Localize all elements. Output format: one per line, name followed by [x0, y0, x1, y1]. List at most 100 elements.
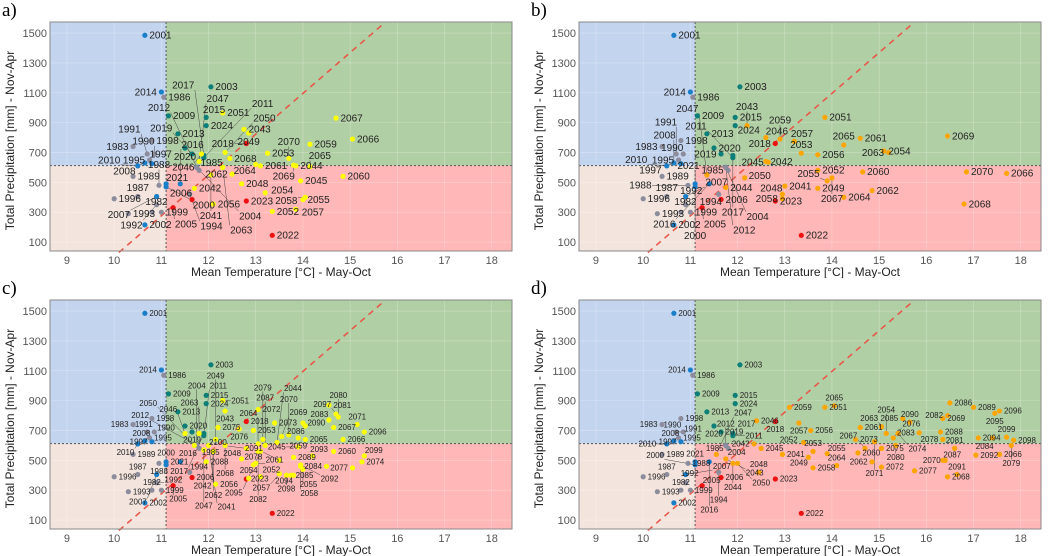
- point-label-2068: 2068: [234, 154, 257, 165]
- point-label-1991: 1991: [118, 124, 141, 135]
- leader-line-2069: [281, 416, 290, 437]
- data-point-2081: [952, 445, 958, 451]
- point-label-1994: 1994: [700, 197, 723, 208]
- point-label-2000: 2000: [157, 449, 175, 458]
- point-label-2008: 2008: [661, 429, 679, 438]
- data-point-2047: [196, 158, 202, 165]
- leader-line-2046: [177, 413, 186, 434]
- point-label-2078: 2078: [921, 435, 939, 444]
- data-points: [111, 32, 356, 238]
- panel-d: 9 10 11 12 13 14 15 16 17 18 100 300 500 700 900 1100 13…: [529, 278, 1059, 556]
- point-label-2095: 2095: [225, 488, 243, 497]
- x-tick-label: 18: [486, 533, 498, 545]
- point-label-1991: 1991: [684, 425, 702, 434]
- y-tick-label: 500: [558, 177, 576, 189]
- reference-trend-line: [118, 21, 387, 254]
- point-label-1985: 1985: [200, 158, 223, 169]
- point-label-1989: 1989: [138, 172, 161, 183]
- point-label-2022: 2022: [806, 231, 829, 242]
- point-label-2046: 2046: [159, 405, 177, 414]
- point-label-2012: 2012: [733, 225, 756, 236]
- leader-line-2010: [120, 164, 138, 167]
- y-tick-label: 900: [558, 118, 576, 130]
- data-point-2097: [333, 411, 339, 417]
- point-label-2048: 2048: [760, 183, 783, 194]
- plot-border: [49, 21, 513, 252]
- point-label-2064: 2064: [234, 166, 257, 177]
- point-label-2046: 2046: [766, 127, 789, 138]
- quadrant-dry-warm: [166, 165, 512, 251]
- data-point-2002: [671, 500, 677, 506]
- point-label-2004: 2004: [188, 381, 206, 390]
- data-point-2059: [295, 435, 301, 441]
- data-point-2044: [274, 439, 280, 446]
- data-point-2055: [824, 451, 830, 457]
- data-point-2051: [822, 114, 828, 120]
- y-tick-label: 1500: [552, 28, 576, 40]
- point-label-2003: 2003: [744, 360, 762, 369]
- point-label-2047: 2047: [734, 409, 752, 418]
- data-point-2093: [309, 453, 315, 459]
- data-point-2063: [220, 164, 226, 171]
- data-point-1983: [130, 421, 136, 428]
- data-point-2008: [671, 160, 677, 166]
- point-label-1992: 1992: [680, 186, 703, 197]
- point-label-2088: 2088: [945, 428, 963, 437]
- x-tick-label: 16: [920, 533, 932, 545]
- data-point-2053: [810, 448, 816, 454]
- y-tick-label: 500: [29, 455, 47, 467]
- leader-line-2004: [725, 167, 747, 212]
- point-label-2024: 2024: [738, 125, 761, 136]
- point-label-1995: 1995: [652, 155, 675, 166]
- data-point-1988: [685, 460, 691, 466]
- quadrant-wet-warm: [166, 300, 512, 444]
- point-label-2013: 2013: [711, 407, 729, 416]
- point-label-2073: 2073: [860, 435, 878, 444]
- data-point-1982: [149, 487, 155, 493]
- data-point-1998: [149, 137, 155, 144]
- data-point-2074: [359, 459, 365, 465]
- x-tick-label: 12: [202, 255, 214, 267]
- data-point-2074: [895, 430, 901, 437]
- point-label-1993: 1993: [133, 209, 156, 220]
- data-point-2082: [944, 412, 951, 419]
- data-point-2062: [869, 459, 875, 465]
- data-point-2059: [777, 136, 783, 142]
- point-label-2052: 2052: [277, 207, 300, 218]
- x-tick-label: 10: [108, 533, 120, 545]
- quadrant-dry-warm: [695, 443, 1041, 529]
- data-point-2057: [293, 206, 299, 212]
- point-label-2097: 2097: [313, 400, 331, 409]
- point-label-1997: 1997: [130, 437, 148, 446]
- data-point-2069: [290, 162, 297, 168]
- point-label-2051: 2051: [829, 113, 852, 124]
- x-tick-label: 16: [920, 255, 932, 267]
- leader-line-2100: [227, 445, 247, 449]
- data-point-2015: [732, 392, 738, 398]
- point-label-2046: 2046: [761, 416, 779, 425]
- point-label-2055: 2055: [828, 444, 846, 453]
- data-point-2016: [706, 181, 712, 187]
- y-axis-title: Total Precipitation [mm] - Nov-Apr: [532, 51, 546, 230]
- point-label-2055: 2055: [300, 480, 318, 489]
- scatter-plot: 9 10 11 12 13 14 15 16 17 18 100 300 500 700 900 1100 13…: [3, 21, 513, 278]
- y-tick-label: 900: [29, 396, 47, 408]
- data-point-2007: [154, 471, 160, 478]
- data-point-2018: [772, 418, 778, 425]
- data-point-2099: [1003, 434, 1010, 440]
- data-point-2049: [805, 454, 811, 460]
- point-label-2057: 2057: [791, 129, 814, 140]
- data-point-2021: [163, 181, 169, 187]
- data-point-1993: [125, 211, 131, 217]
- data-point-2062: [229, 171, 235, 177]
- data-point-2064: [253, 161, 259, 168]
- point-label-2009: 2009: [173, 111, 196, 122]
- point-label-2042: 2042: [770, 157, 793, 168]
- point-label-1990: 1990: [664, 421, 682, 430]
- point-label-2063: 2063: [862, 148, 885, 159]
- point-label-2075: 2075: [886, 444, 904, 453]
- point-label-1989: 1989: [667, 450, 685, 459]
- point-label-2014: 2014: [135, 87, 158, 98]
- leader-line-2017: [188, 433, 205, 468]
- data-point-2046: [763, 134, 769, 141]
